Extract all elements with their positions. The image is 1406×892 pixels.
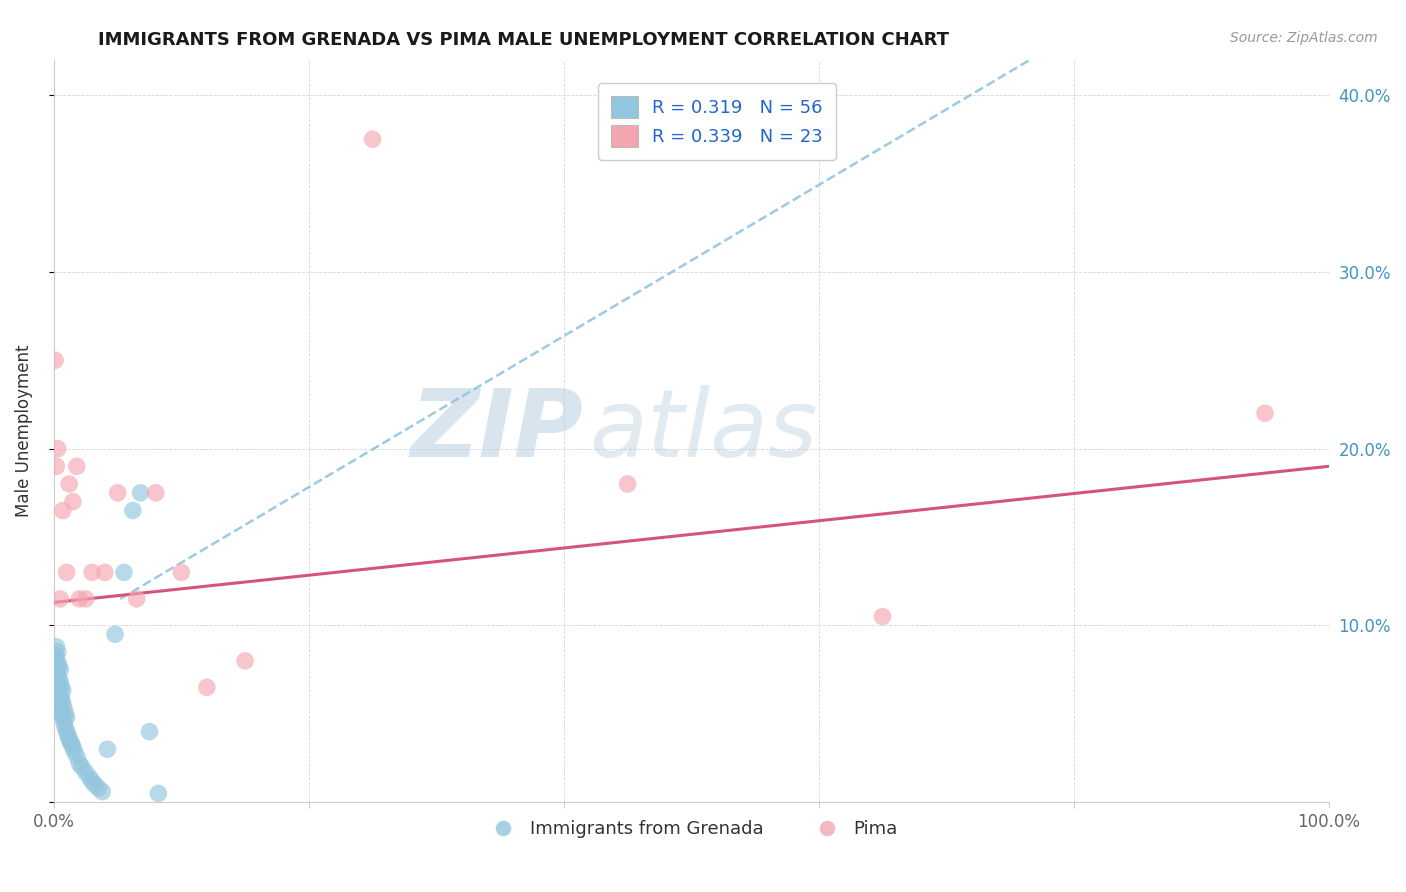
Point (45, 650, 67, 665)
Point (58, 731, 80, 746)
Point (75, 765, 97, 780)
Point (53, 715, 76, 730)
Text: atlas: atlas (589, 385, 817, 476)
Point (195, 681, 218, 695)
Point (122, 503, 145, 517)
Point (67, 756, 90, 771)
Y-axis label: Male Unemployment: Male Unemployment (15, 344, 32, 517)
Point (51, 692, 73, 706)
Point (148, 786, 170, 800)
Point (44, 353, 66, 368)
Text: IMMIGRANTS FROM GRENADA VS PIMA MALE UNEMPLOYMENT CORRELATION CHART: IMMIGRANTS FROM GRENADA VS PIMA MALE UNE… (98, 31, 949, 49)
Point (62, 494, 84, 508)
Point (49, 591, 72, 606)
Point (79, 771, 101, 785)
Point (49, 689, 72, 703)
Point (45, 663, 67, 677)
Point (52, 684, 75, 698)
Point (94, 566, 117, 580)
Point (46, 442, 69, 456)
Point (52, 503, 75, 517)
Point (55, 710, 77, 724)
Point (58, 477, 80, 491)
Point (46, 681, 69, 695)
Point (112, 566, 135, 580)
Legend: Immigrants from Grenada, Pima: Immigrants from Grenada, Pima (478, 813, 905, 846)
Point (48, 698, 70, 712)
Point (60, 737, 83, 751)
Point (44, 668, 66, 682)
Point (80, 774, 103, 789)
Point (49, 675, 72, 690)
Text: ZIP: ZIP (411, 385, 583, 477)
Point (66, 459, 89, 474)
Point (49, 703, 72, 717)
Point (80, 566, 103, 580)
Point (48, 684, 70, 698)
Point (616, 477, 638, 491)
Point (67, 591, 90, 606)
Point (96, 742, 118, 756)
Point (45, 675, 67, 690)
Point (55, 724, 77, 739)
Point (53, 721, 76, 735)
Point (75, 591, 97, 606)
Point (53, 706, 76, 721)
Point (63, 744, 86, 758)
Point (45, 640, 67, 654)
Point (44, 657, 66, 672)
Point (46, 692, 69, 706)
Text: Source: ZipAtlas.com: Source: ZipAtlas.com (1230, 31, 1378, 45)
Point (66, 749, 89, 764)
Point (125, 591, 148, 606)
Point (51, 706, 73, 721)
Point (51, 681, 73, 695)
Point (138, 724, 160, 739)
Point (44, 648, 66, 663)
Point (83, 778, 105, 792)
Point (1254, 406, 1277, 420)
Point (48, 659, 70, 673)
Point (87, 781, 110, 796)
Point (52, 696, 75, 710)
Point (52, 710, 75, 724)
Point (46, 668, 69, 682)
Point (107, 485, 129, 500)
Point (55, 566, 77, 580)
Point (53, 701, 76, 715)
Point (59, 735, 82, 749)
Point (45, 689, 67, 703)
Point (62, 740, 84, 755)
Point (45, 459, 67, 474)
Point (170, 566, 193, 580)
Point (44, 681, 66, 695)
Point (56, 728, 79, 742)
Point (70, 760, 93, 774)
Point (46, 645, 69, 659)
Point (104, 627, 127, 641)
Point (49, 663, 72, 677)
Point (233, 654, 256, 668)
Point (48, 672, 70, 686)
Point (361, 132, 384, 146)
Point (145, 485, 167, 500)
Point (872, 609, 894, 624)
Point (91, 785, 114, 799)
Point (129, 485, 152, 500)
Point (46, 656, 69, 670)
